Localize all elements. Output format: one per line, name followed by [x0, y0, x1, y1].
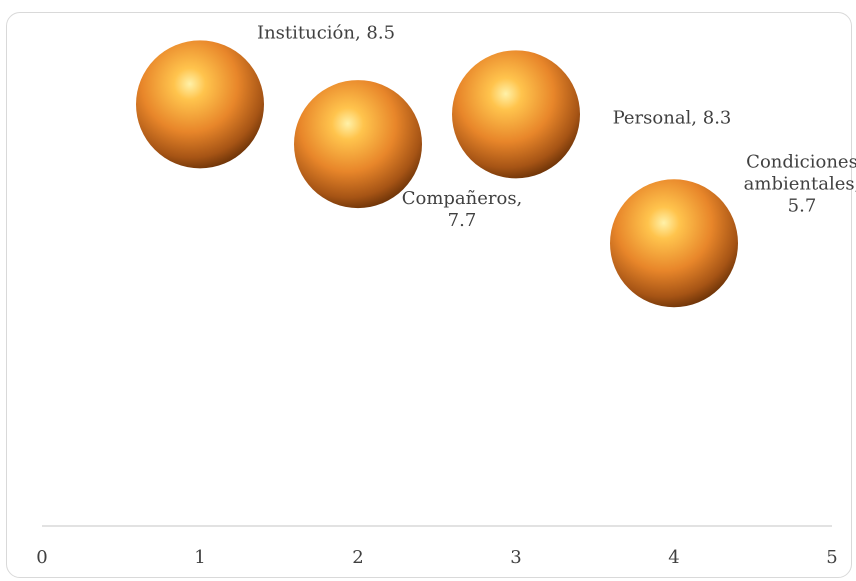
x-tick-label-5: 5 — [826, 547, 837, 568]
data-label-compañeros: Compañeros, 7.7 — [402, 188, 523, 231]
data-label-institución: Institución, 8.5 — [257, 22, 395, 43]
data-label-condiciones-ambientales: Condiciones ambientales, 5.7 — [744, 151, 856, 216]
x-axis-ticks: 0 1 2 3 4 5 — [36, 547, 837, 568]
x-tick-label-3: 3 — [510, 547, 521, 568]
data-label-personal: Personal, 8.3 — [613, 107, 732, 128]
data-label-line: Institución, 8.5 — [257, 22, 395, 43]
x-tick-label-1: 1 — [194, 547, 205, 568]
data-label-line: Personal, 8.3 — [613, 107, 732, 128]
bubble-personal — [452, 50, 580, 179]
data-labels: Institución, 8.5 Compañeros, 7.7 Personal, … — [257, 22, 856, 231]
bubble-series — [136, 40, 738, 308]
x-tick-label-0: 0 — [36, 547, 47, 568]
data-label-line: ambientales, — [744, 173, 856, 194]
bubble-institución — [136, 40, 264, 169]
x-tick-label-2: 2 — [352, 547, 363, 568]
data-label-line: Condiciones — [746, 151, 856, 172]
bubble-compañeros — [294, 80, 422, 209]
x-tick-label-4: 4 — [668, 547, 679, 568]
data-label-line: 7.7 — [448, 210, 477, 231]
bubble-condiciones-ambientales — [610, 179, 738, 308]
data-label-line: Compañeros, — [402, 188, 523, 209]
data-label-line: 5.7 — [788, 195, 817, 216]
